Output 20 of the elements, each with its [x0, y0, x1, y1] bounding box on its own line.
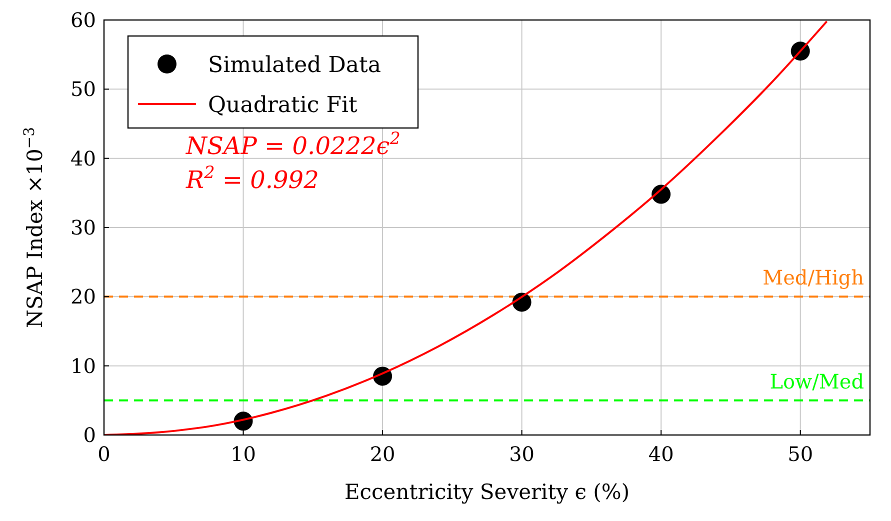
x-tick-label: 0 — [98, 442, 110, 466]
y-tick-label: 30 — [70, 216, 96, 240]
y-tick-label: 0 — [83, 423, 96, 447]
y-tick-label: 40 — [70, 146, 96, 170]
ref-line-label: Low/Med — [770, 369, 864, 394]
y-tick-label: 10 — [70, 354, 96, 378]
y-tick-label: 20 — [70, 284, 96, 309]
x-tick-label: 50 — [788, 442, 814, 466]
y-tick-label: 60 — [70, 8, 96, 32]
x-tick-label: 20 — [370, 442, 396, 466]
x-tick-label: 10 — [230, 442, 256, 466]
x-tick-label: 40 — [648, 442, 674, 466]
x-tick-label: 30 — [509, 442, 535, 466]
y-tick-label: 50 — [70, 77, 96, 102]
annotation: R$^{2}$ = 0.992 — [185, 162, 319, 194]
legend-label: Quadratic Fit — [208, 93, 358, 118]
x-axis-title: Eccentricity Severity ϵ (%) — [344, 480, 630, 504]
legend-label: Simulated Data — [208, 53, 381, 78]
ref-line-label: Med/High — [762, 266, 864, 290]
annotation: NSAP = 0.0222ϵ$^{2}$ — [185, 128, 400, 160]
